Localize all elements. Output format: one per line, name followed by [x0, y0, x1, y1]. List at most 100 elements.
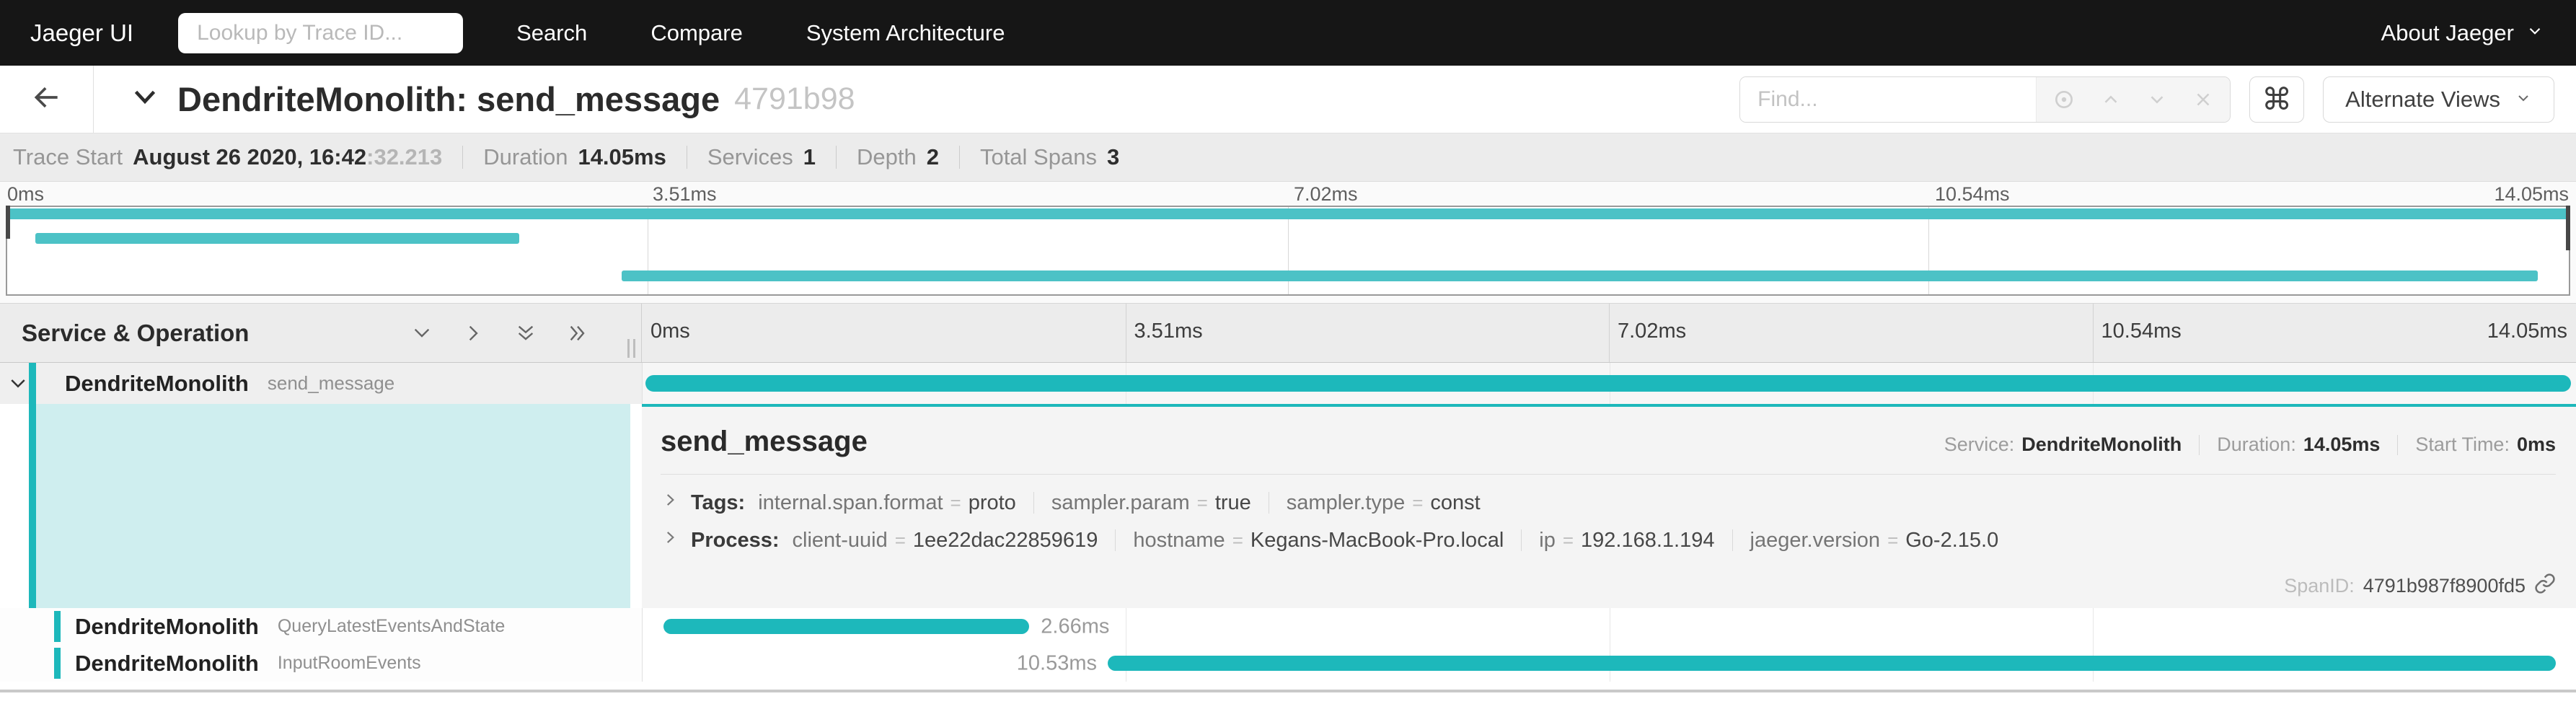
minimap-drag-handle-right[interactable]: [2566, 206, 2570, 250]
chevron-down-icon[interactable]: [7, 373, 29, 395]
command-icon: ⌘: [2262, 82, 2293, 116]
trace-summary-bar: Trace Start August 26 2020, 16:42 :32.21…: [0, 133, 2576, 182]
service-label: Service:: [1944, 434, 2015, 455]
gridline: [1288, 207, 1289, 294]
alternate-views-button[interactable]: Alternate Views: [2323, 76, 2554, 123]
span-track: [642, 363, 2576, 404]
about-jaeger-label: About Jaeger: [2381, 19, 2514, 45]
minimap-span: [622, 270, 2538, 281]
span-duration-label: 10.53ms: [1016, 651, 1098, 674]
timeline-header-ruler: 0ms 3.51ms 7.02ms 10.54ms 14.05ms: [642, 304, 2576, 362]
process-value: 1ee22dac22859619: [912, 528, 1098, 552]
span-name-cell[interactable]: DendriteMonolith send_message: [0, 363, 642, 404]
minimap-tick: 14.05ms: [2494, 183, 2569, 205]
tags-label: Tags:: [691, 490, 746, 514]
timeline-tick: 10.54ms: [2101, 320, 2182, 343]
expand-one-level-icon[interactable]: [410, 322, 433, 345]
keyboard-shortcuts-button[interactable]: ⌘: [2249, 76, 2305, 123]
nav-link-search[interactable]: Search: [516, 19, 588, 45]
span-track: 10.53ms: [642, 645, 2576, 682]
trace-lookup-input[interactable]: [178, 12, 464, 53]
next-match-icon[interactable]: [2146, 89, 2168, 110]
span-row-send-message: DendriteMonolith send_message: [0, 363, 2576, 404]
tag-key: sampler.param: [1051, 490, 1190, 514]
span-detail-meta: Service: DendriteMonolith Duration: 14.0…: [1944, 434, 2556, 456]
divider: [462, 146, 464, 169]
span-detail-highlight[interactable]: [36, 404, 630, 608]
nav-links: Search Compare System Architecture: [516, 20, 1068, 46]
brand-link[interactable]: Jaeger UI: [30, 19, 134, 46]
trace-start-value: August 26 2020, 16:42: [133, 144, 367, 170]
span-bar[interactable]: [645, 375, 2572, 392]
span-bar[interactable]: [1107, 656, 2556, 671]
operation-name: InputRoomEvents: [277, 653, 421, 673]
timeline-tick: 3.51ms: [1134, 320, 1203, 343]
span-name-cell[interactable]: DendriteMonolith QueryLatestEventsAndSta…: [0, 608, 642, 645]
service-operation-header: Service & Operation: [22, 319, 250, 346]
process-expander-row[interactable]: Process: client-uuid = 1ee22dac22859619 …: [642, 515, 1998, 553]
collapse-all-icon[interactable]: [566, 322, 589, 345]
total-spans-label: Total Spans: [979, 144, 1097, 170]
span-row-input-room-events: DendriteMonolith InputRoomEvents 10.53ms: [0, 645, 2576, 682]
minimap-tick: 7.02ms: [1294, 183, 1358, 205]
timeline-header: Service & Operation 0ms: [0, 303, 2576, 363]
services-label: Services: [707, 144, 793, 170]
trace-start-label: Trace Start: [13, 144, 123, 170]
tag-key: sampler.type: [1286, 490, 1406, 514]
span-detail-left-gutter: [0, 404, 642, 608]
expand-all-icon[interactable]: [514, 322, 537, 345]
chevron-down-icon: [2526, 20, 2544, 46]
minimap-ruler: 0ms 3.51ms 7.02ms 10.54ms 14.05ms: [6, 182, 2570, 206]
total-spans-value: 3: [1106, 144, 1120, 170]
focus-match-icon[interactable]: [2052, 88, 2076, 111]
depth-label: Depth: [856, 144, 917, 170]
service-name: DendriteMonolith: [75, 650, 259, 676]
depth-value: 2: [926, 144, 939, 170]
equals-sign: =: [1412, 491, 1424, 514]
tag-value: const: [1430, 490, 1481, 514]
about-jaeger-menu[interactable]: About Jaeger: [2381, 20, 2544, 46]
gridline: [2092, 608, 2094, 645]
process-value: Kegans-MacBook-Pro.local: [1250, 528, 1504, 552]
minimap-drag-handle-left[interactable]: [6, 206, 10, 239]
process-key: hostname: [1133, 528, 1225, 552]
span-duration-label: 2.66ms: [1041, 615, 1110, 638]
tag-value: true: [1214, 490, 1251, 514]
tag-key: internal.span.format: [758, 490, 943, 514]
service-color-bar: [29, 404, 36, 608]
process-key: client-uuid: [792, 528, 888, 552]
span-id-line: SpanID: 4791b987f8900fd5: [2284, 573, 2556, 599]
services-value: 1: [803, 144, 816, 170]
divider: [1033, 492, 1034, 514]
process-label: Process:: [691, 528, 780, 552]
tags-expander-row[interactable]: Tags: internal.span.format = proto sampl…: [642, 475, 1481, 515]
span-name-cell[interactable]: DendriteMonolith InputRoomEvents: [0, 645, 642, 682]
prev-match-icon[interactable]: [2100, 89, 2122, 110]
span-bar[interactable]: [663, 619, 1030, 634]
arrow-left-icon: [31, 82, 63, 117]
nav-link-system-architecture[interactable]: System Architecture: [806, 19, 1005, 45]
column-resize-grip[interactable]: [627, 339, 635, 358]
nav-link-compare[interactable]: Compare: [650, 19, 743, 45]
collapse-trace-detail-button[interactable]: [128, 81, 162, 118]
clear-find-icon[interactable]: [2192, 89, 2214, 110]
process-value: 192.168.1.194: [1581, 528, 1715, 552]
minimap-span: [7, 208, 2569, 219]
span-detail-title: send_message: [661, 426, 868, 457]
back-button[interactable]: [0, 66, 94, 133]
operation-name: QueryLatestEventsAndState: [277, 616, 506, 636]
find-input[interactable]: [1740, 76, 2037, 122]
span-row-query-latest-events: DendriteMonolith QueryLatestEventsAndSta…: [0, 608, 2576, 645]
service-value: DendriteMonolith: [2021, 434, 2182, 455]
divider: [958, 146, 960, 169]
minimap-canvas[interactable]: [6, 206, 2570, 296]
chevron-right-icon: [661, 528, 679, 553]
link-icon[interactable]: [2534, 573, 2556, 599]
process-value: Go-2.15.0: [1905, 528, 1999, 552]
span-id-value: 4791b987f8900fd5: [2363, 575, 2526, 597]
timeline-tick: 0ms: [650, 320, 690, 343]
collapse-one-level-icon[interactable]: [462, 322, 485, 345]
bottom-scroll-rule: [0, 690, 2576, 692]
equals-sign: =: [1562, 529, 1574, 551]
